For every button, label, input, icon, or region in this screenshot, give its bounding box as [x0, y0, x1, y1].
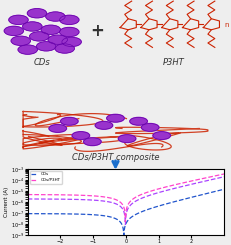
Text: CDs: CDs [33, 59, 50, 67]
Circle shape [95, 122, 113, 129]
CDs/P3HT [26, 193, 29, 196]
Y-axis label: Current (A): Current (A) [4, 187, 9, 217]
CDs/P3HT [106, 196, 109, 199]
Circle shape [107, 114, 124, 122]
CDs/P3HT [161, 186, 164, 189]
Circle shape [18, 45, 37, 54]
CDs [122, 234, 125, 237]
Line: CDs/P3HT: CDs/P3HT [28, 174, 224, 222]
Circle shape [27, 9, 47, 18]
CDs [180, 198, 182, 201]
CDs [161, 203, 164, 206]
CDs [183, 198, 186, 201]
CDs [113, 217, 116, 220]
CDs [46, 212, 49, 215]
Circle shape [60, 15, 79, 24]
Circle shape [153, 132, 170, 139]
Circle shape [130, 117, 147, 125]
Circle shape [49, 124, 67, 132]
Circle shape [36, 42, 56, 51]
Text: CDs/P3HT composite: CDs/P3HT composite [72, 153, 159, 162]
Circle shape [84, 138, 101, 146]
CDs/P3HT [183, 181, 186, 184]
Text: +: + [90, 22, 104, 40]
Text: n: n [224, 22, 228, 28]
CDs/P3HT [113, 197, 116, 200]
Legend: CDs, CDs/P3HT: CDs, CDs/P3HT [30, 171, 62, 184]
Circle shape [41, 25, 61, 34]
CDs [223, 188, 225, 191]
CDs/P3HT [124, 220, 127, 223]
Circle shape [23, 22, 42, 31]
Circle shape [48, 35, 67, 44]
Line: CDs: CDs [28, 189, 224, 235]
Circle shape [46, 12, 65, 21]
Circle shape [11, 36, 30, 45]
Circle shape [9, 15, 28, 24]
Circle shape [61, 117, 78, 125]
CDs [106, 215, 109, 218]
Circle shape [55, 44, 74, 53]
Text: P3HT: P3HT [162, 59, 184, 67]
Circle shape [62, 37, 81, 47]
Circle shape [30, 32, 49, 41]
CDs [26, 212, 29, 215]
Circle shape [4, 26, 24, 36]
CDs/P3HT [223, 172, 225, 175]
Circle shape [141, 123, 159, 131]
Circle shape [72, 132, 90, 139]
Circle shape [60, 27, 79, 37]
Circle shape [118, 135, 136, 143]
CDs/P3HT [180, 182, 182, 185]
CDs/P3HT [46, 193, 49, 196]
